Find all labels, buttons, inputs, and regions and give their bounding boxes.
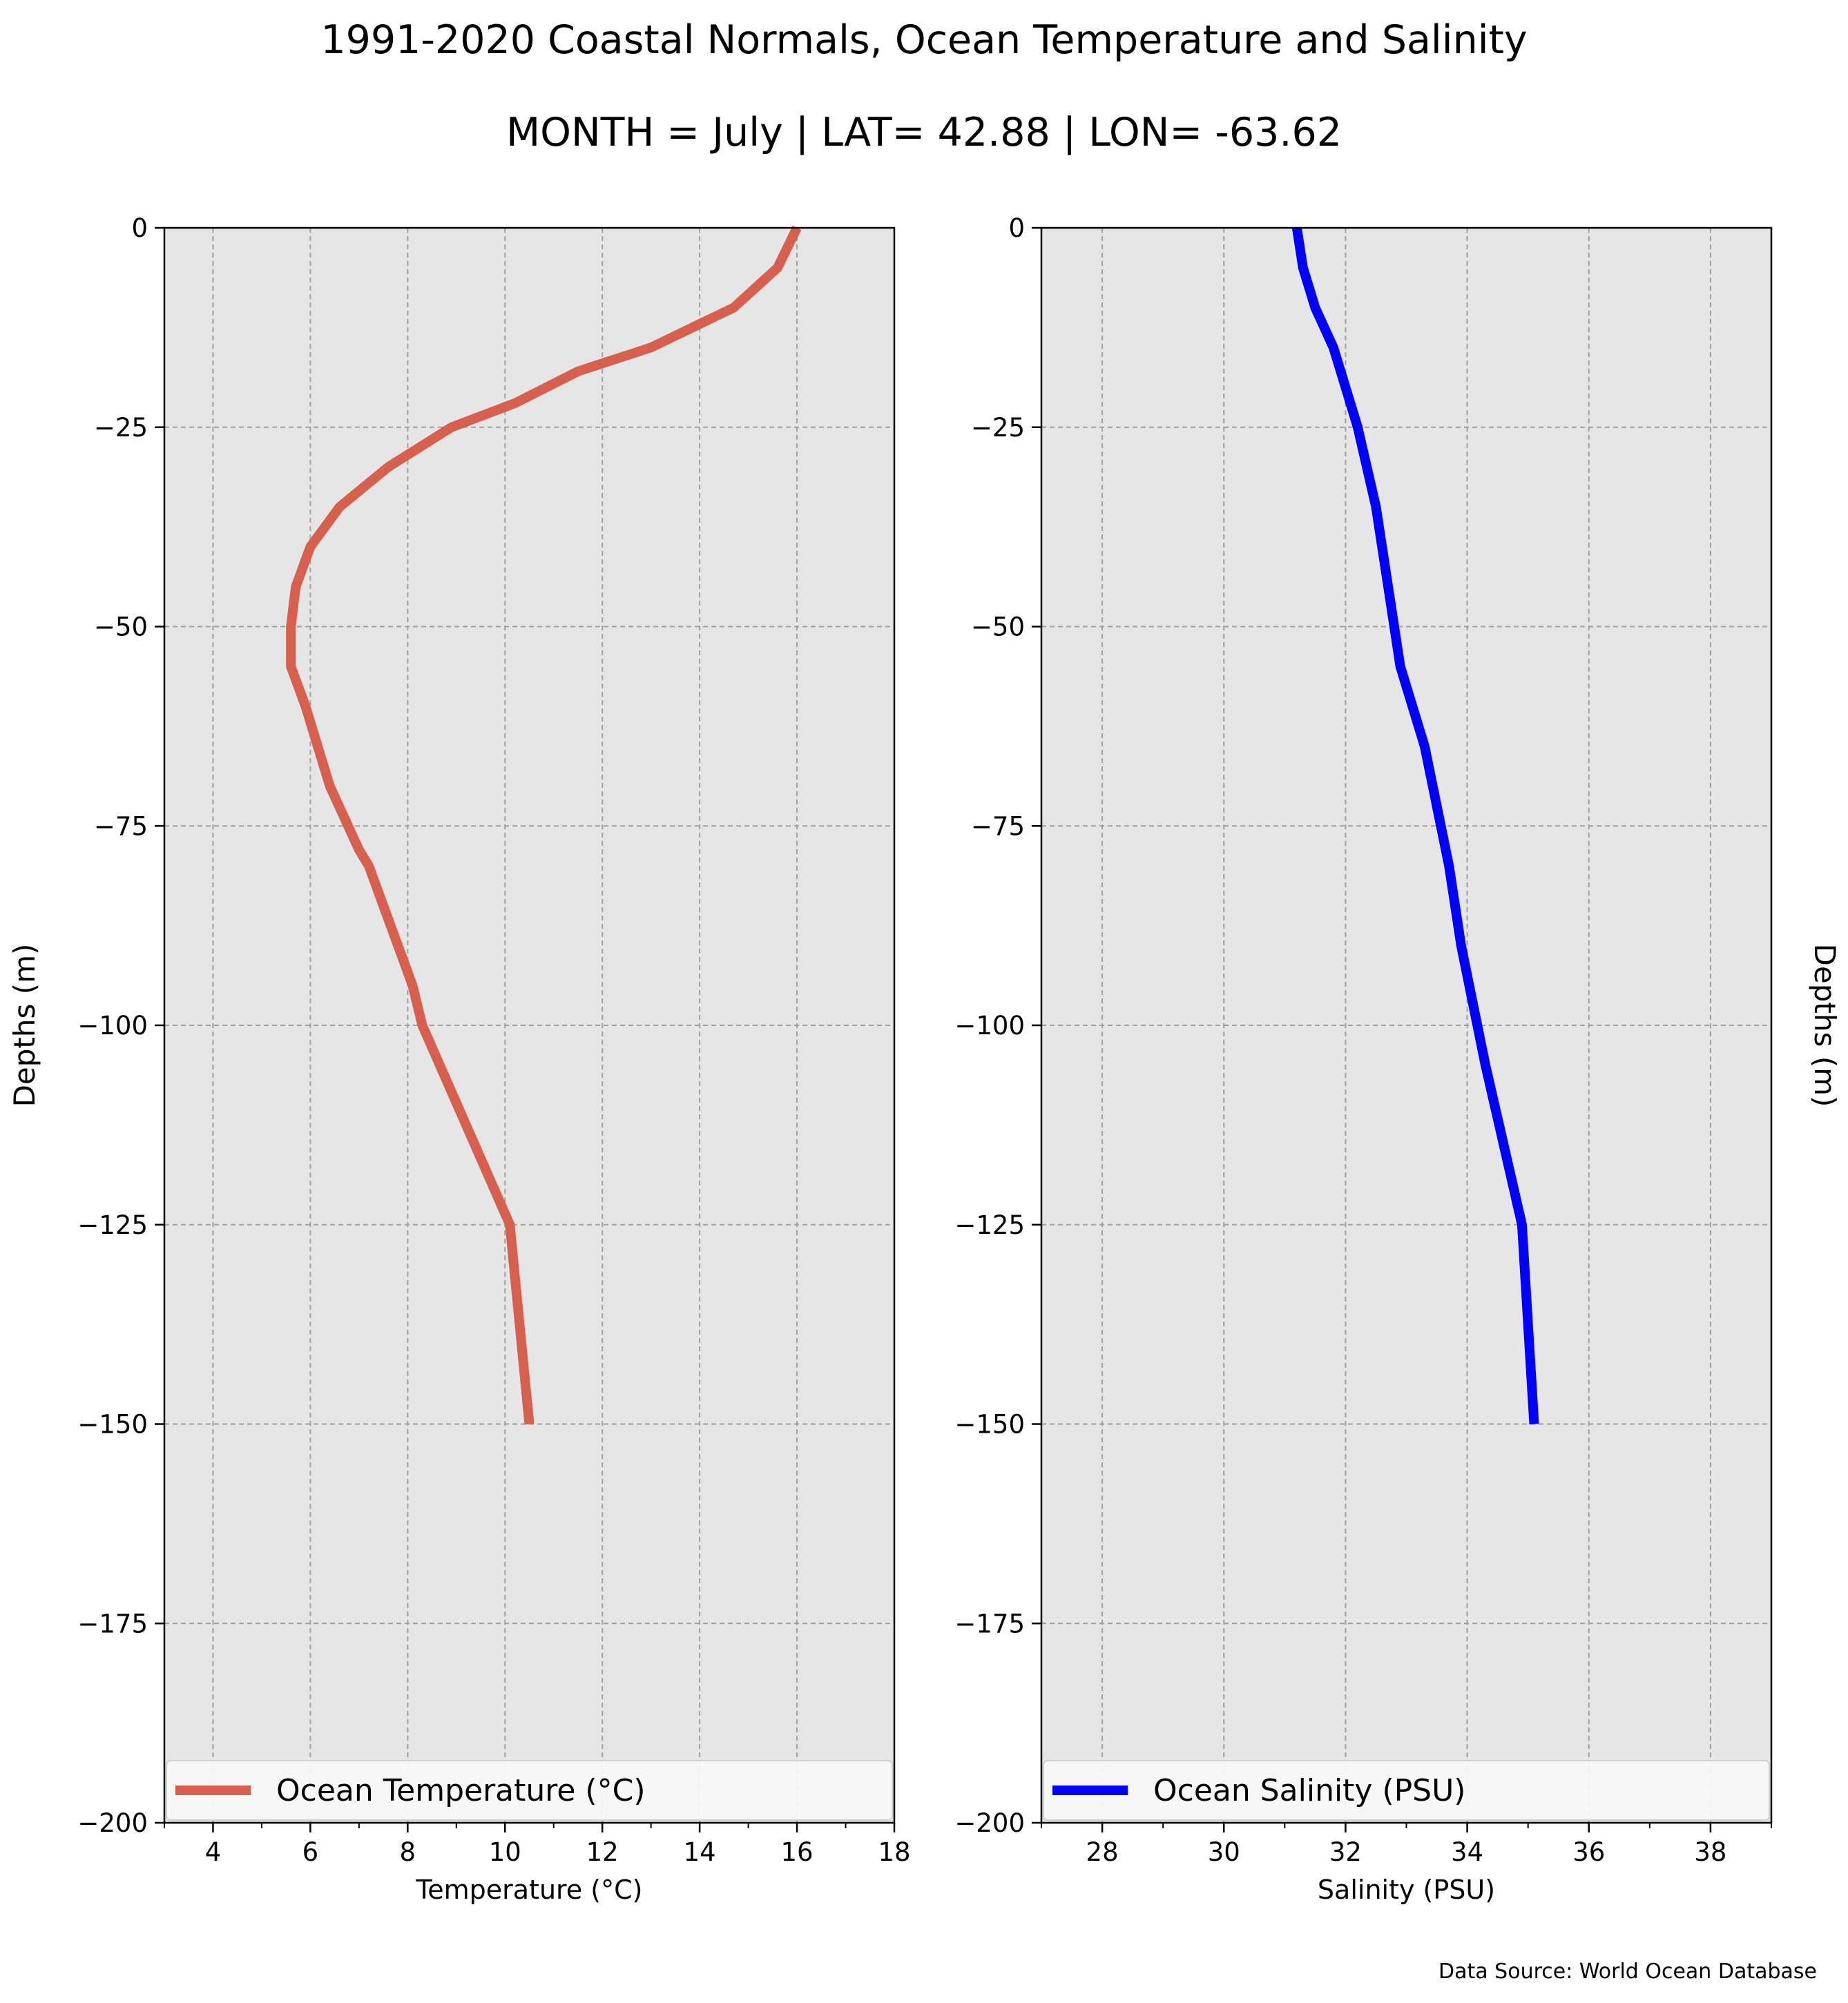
salinity-panel: Ocean Salinity (PSU) 0 −25 −50 −75 −100 −125 −1… (954, 213, 1842, 1905)
data-source-note: Data Source: World Ocean Database (1438, 1960, 1817, 1984)
y-tick-label: −50 (971, 612, 1025, 642)
y-tick-label: −150 (77, 1410, 148, 1440)
figure-subtitle: MONTH = July | LAT= 42.88 | LON= -63.62 (506, 110, 1342, 155)
legend-box (166, 1760, 893, 1821)
y-tick-label: 0 (131, 213, 148, 243)
series-line (1291, 226, 1539, 1424)
y-tick-label: −100 (954, 1011, 1025, 1041)
x-tick-label: 8 (400, 1837, 416, 1867)
legend-label: Ocean Salinity (PSU) (1153, 1773, 1465, 1808)
x-tick-label: 18 (878, 1837, 910, 1867)
x-tick-label: 16 (781, 1837, 814, 1867)
y-tick-label: −150 (954, 1410, 1025, 1440)
y-tick-label: −25 (971, 413, 1025, 443)
legend-box (1043, 1760, 1770, 1821)
x-axis-label: Temperature (°C) (416, 1875, 643, 1905)
y-tick-label: −125 (77, 1210, 148, 1240)
y-tick-label: −200 (77, 1808, 148, 1838)
y-tick-label: −75 (94, 811, 148, 841)
x-tick-label: 36 (1572, 1837, 1605, 1867)
y-axis-label: Depths (m) (8, 944, 41, 1107)
temperature-panel: Ocean Temperature (°C) 0 −25 −50 −75 −100 −125… (8, 213, 911, 1905)
y-tick-label: −175 (77, 1609, 148, 1638)
y-tick-label: −50 (94, 612, 148, 642)
y-tick-label: −25 (94, 413, 148, 443)
x-tick-label: 12 (586, 1837, 619, 1867)
figure-title: 1991-2020 Coastal Normals, Ocean Tempera… (320, 17, 1528, 63)
x-tick-label: 10 (489, 1837, 521, 1867)
y-tick-label: 0 (1008, 213, 1025, 243)
x-tick-label: 32 (1329, 1837, 1362, 1867)
series-line (286, 225, 802, 1425)
y-axis-label: Depths (m) (1808, 944, 1842, 1107)
x-tick-label: 4 (205, 1837, 222, 1867)
x-tick-label: 38 (1694, 1837, 1726, 1867)
x-tick-label: 30 (1208, 1837, 1240, 1867)
y-tick-label: −100 (77, 1011, 148, 1041)
y-tick-label: −200 (954, 1808, 1025, 1838)
y-tick-label: −175 (954, 1609, 1025, 1638)
x-tick-label: 14 (684, 1837, 716, 1867)
x-tick-label: 34 (1451, 1837, 1483, 1867)
legend-label: Ocean Temperature (°C) (276, 1773, 646, 1808)
x-axis-label: Salinity (PSU) (1318, 1875, 1495, 1905)
x-tick-label: 6 (302, 1837, 319, 1867)
x-tick-label: 28 (1086, 1837, 1119, 1867)
y-tick-label: −75 (971, 811, 1025, 841)
y-tick-label: −125 (954, 1210, 1025, 1240)
